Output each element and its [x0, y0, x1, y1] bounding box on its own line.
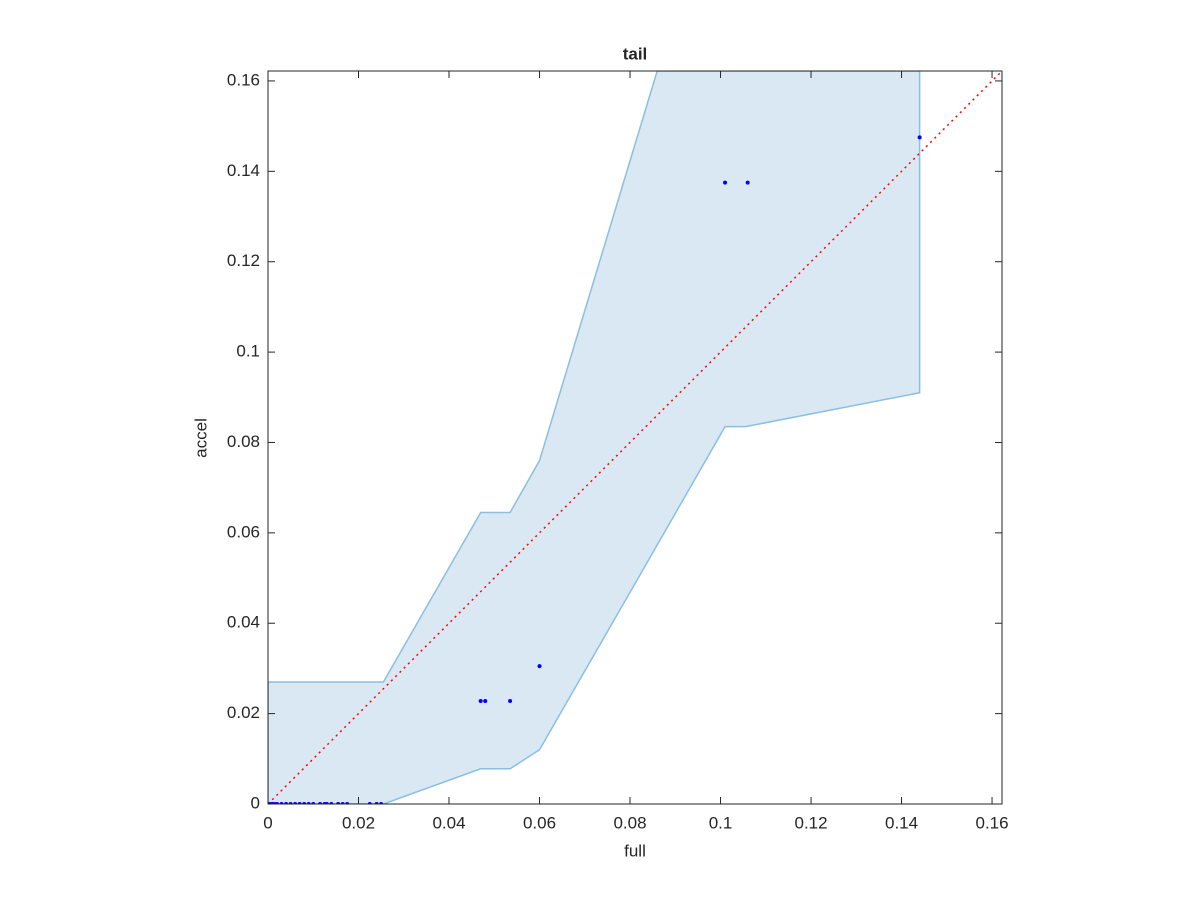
x-tick-label: 0.04	[432, 813, 465, 832]
x-tick-label: 0.16	[975, 813, 1008, 832]
data-point	[537, 664, 542, 669]
y-tick-label: 0.08	[227, 432, 260, 451]
data-point	[483, 698, 488, 703]
y-tick-label: 0.04	[227, 613, 260, 632]
reference-line	[268, 71, 1002, 804]
data-point	[723, 180, 728, 185]
y-tick-label: 0.02	[227, 703, 260, 722]
y-tick-label: 0.1	[236, 342, 260, 361]
x-tick-label: 0	[263, 813, 272, 832]
y-tick-label: 0.12	[227, 251, 260, 270]
y-tick-label: 0.16	[227, 70, 260, 89]
data-point	[745, 180, 750, 185]
y-axis-label: accel	[191, 418, 210, 458]
y-tick-label: 0	[251, 793, 260, 812]
x-tick-label: 0.08	[613, 813, 646, 832]
data-point	[508, 698, 513, 703]
y-tick-label: 0.06	[227, 522, 260, 541]
data-point	[478, 698, 483, 703]
x-tick-label: 0.12	[794, 813, 827, 832]
axes-box	[267, 70, 1003, 805]
chart-title: tail	[623, 44, 648, 63]
x-tick-label: 0.1	[709, 813, 733, 832]
x-tick-label: 0.02	[342, 813, 375, 832]
x-tick-label: 0.14	[885, 813, 918, 832]
data-point	[917, 135, 922, 140]
confidence-band	[268, 71, 921, 804]
x-axis-label: full	[624, 841, 646, 860]
x-tick-label: 0.06	[523, 813, 556, 832]
y-tick-label: 0.14	[227, 161, 260, 180]
axes: 0 0.02 0.04 0.06 0.08 0.1 0.12 0.14 0.16 0 0.02 0.0…	[227, 70, 1009, 832]
